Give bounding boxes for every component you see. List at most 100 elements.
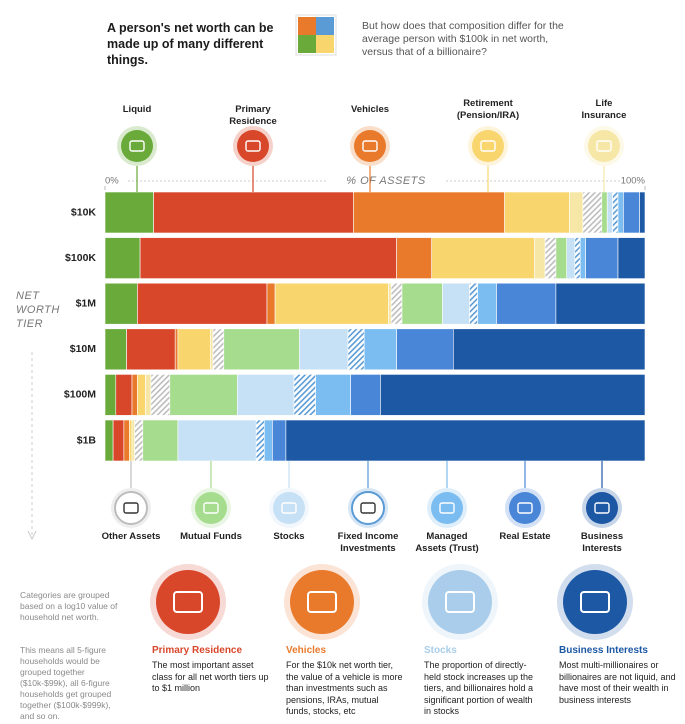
- legend-icon: [195, 492, 227, 524]
- callout-icon: [290, 570, 354, 634]
- legend-icon: [351, 491, 385, 525]
- legend-icon-glyph: [362, 140, 378, 152]
- bar-segment: [363, 328, 397, 371]
- bar-segment: [255, 419, 265, 462]
- legend-label: Other Assets: [101, 531, 161, 542]
- bar-segment: [555, 282, 646, 325]
- legend-icon: [354, 130, 386, 162]
- legend-icon: [121, 130, 153, 162]
- bar-segment: [123, 419, 130, 462]
- x-tick-label: 100%: [621, 176, 646, 187]
- bar-segment: [263, 419, 273, 462]
- y-tick-label: $100M: [64, 389, 96, 401]
- bar-segment: [401, 282, 443, 325]
- legend-label: Life Insurance: [581, 98, 627, 121]
- callout-title: Stocks: [424, 645, 457, 656]
- legend-icon-glyph: [594, 502, 610, 514]
- bar-segment: [601, 191, 608, 234]
- bar-segment: [131, 419, 135, 462]
- legend-icon-glyph: [439, 502, 455, 514]
- bar-segment: [150, 374, 171, 416]
- legend-label: Fixed Income Investments: [337, 531, 399, 554]
- bar-segment: [496, 282, 557, 325]
- bar-segment: [212, 328, 225, 371]
- callout-glyph: [445, 591, 475, 613]
- bar-segment: [104, 419, 114, 462]
- callout-title: Business Interests: [559, 645, 648, 656]
- callout-title: Primary Residence: [152, 645, 243, 656]
- bar-segment: [174, 328, 179, 371]
- legend-icon-glyph: [281, 502, 297, 514]
- legend-icon: [237, 130, 269, 162]
- bar-segment: [139, 237, 397, 279]
- bar-segment: [347, 328, 365, 371]
- y-tick-label: $1B: [77, 434, 97, 446]
- y-tick-label: $100K: [65, 252, 96, 264]
- bar-segment: [617, 191, 624, 234]
- legend-icon: [472, 130, 504, 162]
- legend-icon: [588, 130, 620, 162]
- callout-glyph: [307, 591, 337, 613]
- bar-segment: [169, 374, 238, 416]
- legend-icon: [273, 492, 305, 524]
- bar-segment: [396, 237, 433, 279]
- legend-label: Retirement (Pension/IRA): [456, 98, 520, 121]
- bar-segment: [299, 328, 349, 371]
- bar-segment: [477, 282, 497, 325]
- bar-segment: [544, 237, 557, 279]
- bar-segment: [285, 419, 646, 462]
- callout-glyph: [173, 591, 203, 613]
- bar-segment: [177, 419, 257, 462]
- callout-text: Most multi-millionaires or billionaires …: [559, 660, 676, 705]
- y-tick-label: $1M: [76, 297, 97, 309]
- bar-segment: [612, 191, 619, 234]
- callout-icon: [156, 570, 220, 634]
- bar-segment: [177, 328, 211, 371]
- bar-segment: [566, 237, 576, 279]
- bar-segment: [623, 191, 640, 234]
- bar-segment: [533, 237, 546, 279]
- legend-label: Vehicles: [350, 104, 390, 115]
- bar-segment: [131, 374, 138, 416]
- legend-label: Mutual Funds: [180, 531, 242, 542]
- y-axis-label: NET WORTH TIER: [16, 290, 60, 330]
- bar-segment: [353, 191, 505, 234]
- bar-segment: [112, 419, 125, 462]
- legend-icon: [509, 492, 541, 524]
- bar-segment: [617, 237, 646, 279]
- legend-label: Liquid: [122, 104, 152, 115]
- x-tick-label: 0%: [105, 176, 119, 187]
- legend-icon-glyph: [517, 502, 533, 514]
- bar-segment: [115, 374, 133, 416]
- legend-label: Real Estate: [499, 531, 551, 542]
- bar-segment: [272, 419, 287, 462]
- legend-label: Primary Residence: [229, 104, 277, 127]
- bar-segment: [293, 374, 316, 416]
- bar-segment: [431, 237, 535, 279]
- bar-segment: [555, 237, 568, 279]
- bar-segment: [145, 374, 152, 416]
- header-left: A person's net worth can be made up of m…: [107, 21, 274, 67]
- callout-text: For the $10k net worth tier, the value o…: [286, 660, 403, 716]
- bar-segment: [388, 282, 392, 325]
- bar-segment: [134, 419, 144, 462]
- bar-segment: [452, 328, 646, 371]
- callout-glyph: [580, 591, 610, 613]
- legend-label: Business Interests: [580, 531, 624, 554]
- legend-icon-glyph: [129, 140, 145, 152]
- legend-icon-glyph: [245, 140, 261, 152]
- legend-icon: [586, 492, 618, 524]
- y-tick-label: $10M: [70, 343, 97, 355]
- bar-segment: [223, 328, 300, 371]
- x-axis-label: % OF ASSETS: [346, 175, 426, 187]
- legend-label: Managed Assets (Trust): [415, 531, 479, 554]
- y-tick-label: $10K: [71, 206, 97, 218]
- header-right: But how does that composition differ for…: [362, 20, 564, 58]
- bar-segment: [237, 374, 295, 416]
- bar-segment: [137, 282, 268, 325]
- bar-segment: [380, 374, 646, 416]
- bar-segment: [104, 282, 138, 325]
- bar-segment: [104, 374, 117, 416]
- legend-icon-glyph: [123, 502, 139, 514]
